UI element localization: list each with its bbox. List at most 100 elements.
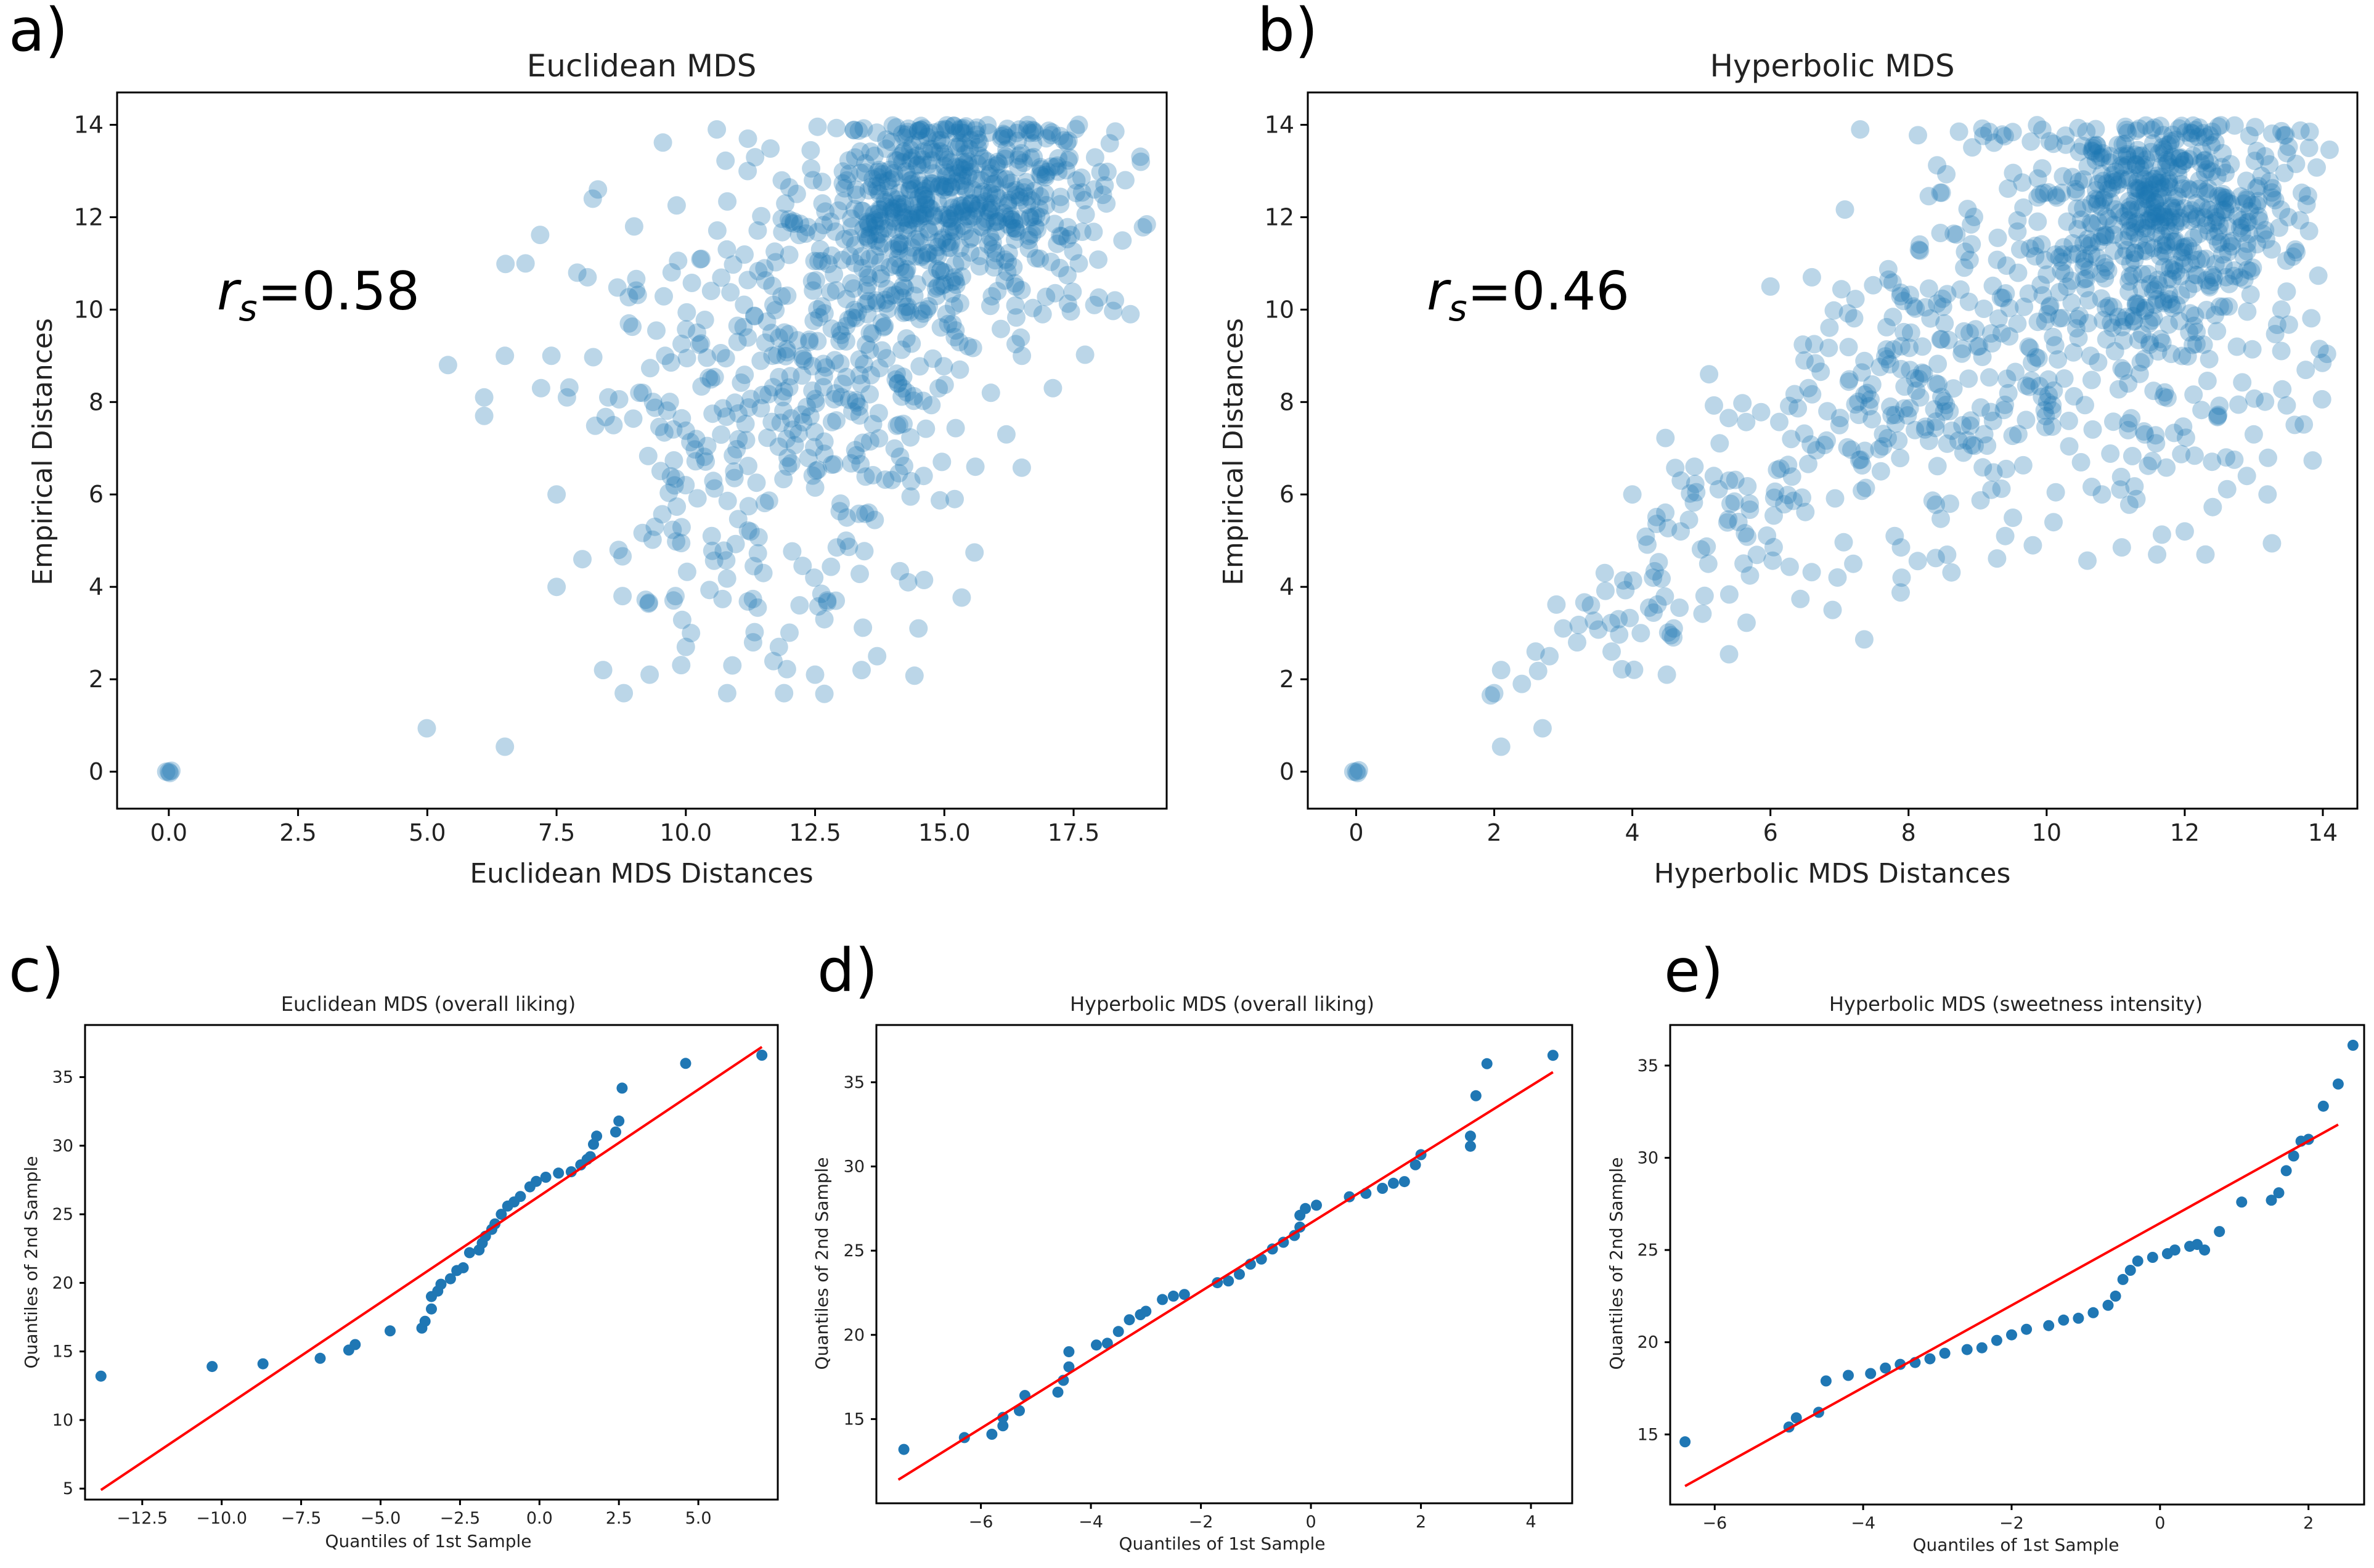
panel-a-point: [665, 476, 684, 495]
panel-a-point: [932, 452, 952, 472]
panel-b-point: [2163, 269, 2182, 288]
panel-b-point: [2161, 295, 2180, 314]
panel-a-point: [1042, 123, 1061, 142]
panel-a-point: [860, 323, 879, 342]
panel-b-point: [1933, 297, 1952, 316]
panel-b-point: [2135, 425, 2155, 444]
panel-a-point: [790, 596, 809, 615]
panel-b-point: [2173, 248, 2192, 267]
panel-a-point: [860, 250, 879, 268]
panel-b-point: [2171, 267, 2190, 286]
panel-c-point: [610, 1126, 621, 1138]
panel-b-point: [2135, 186, 2155, 205]
panel-a-point: [783, 420, 802, 439]
panel-a-point: [849, 121, 868, 140]
panel-b-point: [2040, 132, 2059, 151]
panel-b-point: [2118, 171, 2137, 190]
panel-a-point: [672, 335, 691, 353]
panel-b-point: [1662, 626, 1680, 645]
panel-a-point: [1054, 131, 1074, 150]
panel-b-point: [1959, 369, 1978, 388]
panel-a-point: [789, 424, 808, 443]
panel-b-point: [1892, 568, 1911, 587]
panel-a-point: [1026, 218, 1045, 236]
panel-a-point: [799, 449, 818, 468]
panel-d-point: [1140, 1305, 1152, 1317]
panel-b-point: [1589, 620, 1608, 639]
panel-b-point: [1736, 524, 1755, 543]
panel-b-point: [2078, 157, 2097, 176]
panel-b-point: [1764, 506, 1783, 525]
panel-c-point: [385, 1325, 396, 1337]
panel-b-point: [1959, 292, 1978, 311]
panel-b-point: [2114, 331, 2133, 350]
panel-b-point: [1953, 416, 1972, 435]
panel-a-point: [653, 505, 672, 524]
panel-a-point: [805, 422, 824, 441]
panel-b-point: [2208, 167, 2227, 186]
panel-b-point: [2147, 190, 2166, 210]
panel-b-point: [2100, 153, 2119, 172]
panel-b-point: [2119, 221, 2139, 240]
panel-a-point: [886, 256, 905, 274]
panel-a-point: [743, 633, 762, 652]
panel-a-spearman-value: =0.58: [258, 261, 420, 322]
panel-a-point: [1075, 190, 1094, 210]
panel-a-point: [705, 479, 724, 498]
panel-a-point: [1004, 258, 1023, 277]
panel-b-point: [2020, 239, 2039, 258]
panel-b-point: [1347, 762, 1366, 781]
panel-a-point: [713, 589, 732, 608]
panel-b-point: [2089, 190, 2107, 210]
panel-a-point: [1050, 226, 1069, 245]
panel-c-point: [756, 1050, 768, 1061]
panel-b-point: [1864, 276, 1883, 295]
panel-b-ytick-label: 6: [1279, 481, 1294, 508]
panel-a-point: [645, 517, 664, 536]
panel-a-point: [981, 296, 1000, 316]
panel-b-point: [2059, 411, 2078, 430]
panel-a-point: [871, 264, 890, 284]
panel-b-point: [2200, 153, 2219, 173]
panel-b-point: [2096, 227, 2115, 247]
panel-b-point: [1962, 235, 1981, 254]
panel-b-point: [1785, 385, 1804, 404]
panel-b-point: [2035, 401, 2054, 420]
panel-b-point: [1919, 187, 1938, 206]
panel-b-point: [1927, 412, 1946, 431]
panel-a-point: [921, 199, 940, 218]
panel-b-point: [1540, 647, 1559, 666]
panel-b-point: [1961, 411, 1980, 430]
panel-a-point: [935, 180, 953, 199]
panel-b-point: [2148, 545, 2167, 564]
panel-b-point: [2153, 202, 2172, 221]
panel-b-point: [2114, 361, 2133, 380]
panel-b-point: [2160, 178, 2179, 197]
panel-a-point: [945, 489, 964, 508]
panel-b-point: [2181, 129, 2200, 148]
panel-b-point: [1855, 385, 1874, 404]
panel-b-point: [1927, 374, 1946, 393]
panel-a-point: [883, 116, 902, 135]
panel-b-point: [2297, 195, 2316, 214]
panel-a-point: [664, 451, 683, 470]
panel-d-point: [997, 1420, 1009, 1432]
panel-b-point: [1878, 349, 1897, 369]
panel-b-point: [1820, 318, 1839, 337]
panel-b-point: [1932, 388, 1951, 407]
panel-b-point: [1984, 133, 2004, 152]
panel-b-point: [2166, 232, 2185, 251]
panel-a-point: [613, 547, 632, 566]
panel-b-point: [1807, 441, 1826, 460]
panel-a-point: [916, 179, 936, 198]
panel-b-point: [2082, 245, 2101, 264]
panel-b-point: [1844, 554, 1863, 573]
panel-a-point: [910, 309, 929, 329]
panel-a-point: [729, 404, 748, 423]
panel-a-point: [877, 294, 896, 313]
panel-b-point: [2144, 308, 2163, 327]
panel-b-point: [2140, 275, 2160, 293]
panel-a-point: [827, 411, 846, 430]
panel-a-point: [912, 120, 930, 139]
panel-a-point: [667, 497, 687, 516]
